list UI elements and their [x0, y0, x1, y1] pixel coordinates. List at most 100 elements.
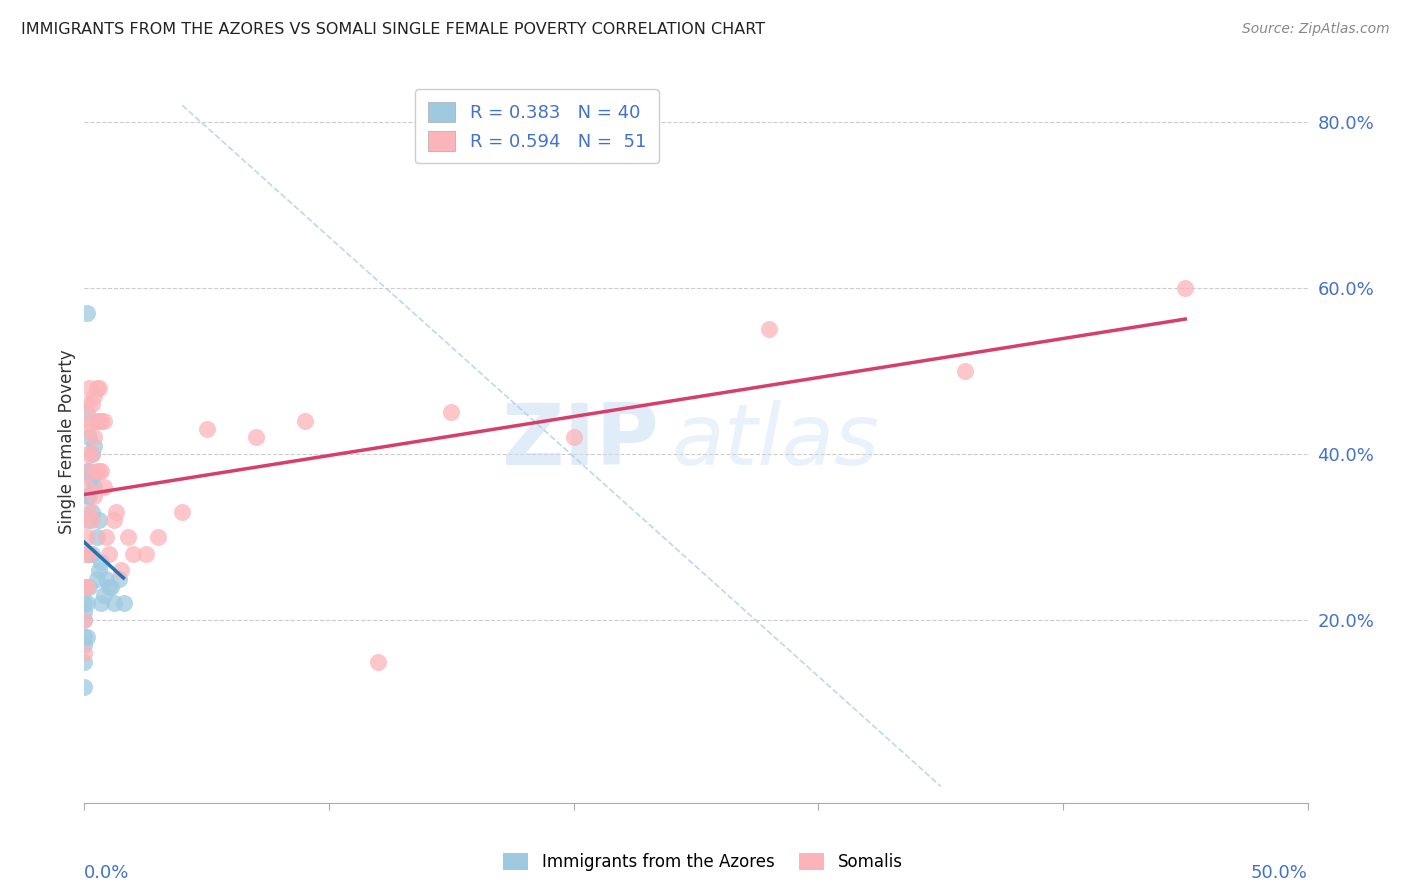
Point [73, 547, 96, 561]
Point [80, 447, 103, 461]
Point [96, 530, 118, 544]
Point [93, 480, 115, 494]
Point [87, 563, 110, 577]
Point [77, 464, 100, 478]
Point [80, 513, 103, 527]
Point [80, 547, 103, 561]
Point [367, 655, 389, 669]
Point [953, 364, 976, 378]
Point [77, 414, 100, 428]
Point [73, 613, 96, 627]
Point [76, 547, 98, 561]
Point [562, 430, 585, 444]
Point [245, 430, 267, 444]
Point [76, 397, 98, 411]
Point [90, 597, 112, 611]
Point [77, 547, 100, 561]
Point [83, 430, 105, 444]
Text: ZIP: ZIP [502, 400, 659, 483]
Legend: R = 0.383   N = 40, R = 0.594   N =  51: R = 0.383 N = 40, R = 0.594 N = 51 [415, 89, 658, 163]
Text: 50.0%: 50.0% [1251, 864, 1308, 882]
Point [172, 505, 194, 519]
Point [73, 630, 96, 644]
Point [76, 630, 98, 644]
Point [135, 547, 157, 561]
Point [103, 513, 125, 527]
Point [76, 464, 98, 478]
Point [112, 597, 135, 611]
Point [122, 547, 145, 561]
Point [90, 414, 112, 428]
Point [93, 414, 115, 428]
Point [77, 489, 100, 503]
Point [77, 464, 100, 478]
Point [77, 513, 100, 527]
Point [76, 580, 98, 594]
Text: Source: ZipAtlas.com: Source: ZipAtlas.com [1241, 22, 1389, 37]
Point [96, 572, 118, 586]
Point [76, 597, 98, 611]
Point [86, 380, 108, 394]
Point [86, 464, 108, 478]
Point [86, 530, 108, 544]
Point [76, 480, 98, 494]
Point [77, 580, 100, 594]
Point [86, 414, 108, 428]
Point [440, 405, 463, 419]
Point [73, 597, 96, 611]
Point [97, 547, 120, 561]
Point [73, 580, 96, 594]
Point [83, 480, 105, 494]
Point [83, 489, 105, 503]
Text: 0.0%: 0.0% [84, 864, 129, 882]
Point [758, 322, 780, 336]
Point [73, 580, 96, 594]
Point [80, 397, 103, 411]
Point [83, 439, 105, 453]
Point [76, 447, 98, 461]
Point [105, 505, 128, 519]
Point [83, 389, 105, 403]
Point [73, 646, 96, 660]
Point [1174, 281, 1197, 295]
Point [76, 530, 98, 544]
Point [73, 613, 96, 627]
Point [76, 489, 98, 503]
Point [77, 430, 100, 444]
Point [87, 513, 110, 527]
Point [80, 505, 103, 519]
Point [86, 572, 108, 586]
Point [73, 513, 96, 527]
Point [76, 306, 98, 320]
Y-axis label: Single Female Poverty: Single Female Poverty [58, 350, 76, 533]
Point [90, 464, 112, 478]
Point [76, 405, 98, 419]
Point [146, 530, 169, 544]
Point [73, 605, 96, 619]
Point [97, 580, 120, 594]
Point [294, 414, 316, 428]
Point [110, 563, 132, 577]
Point [117, 530, 139, 544]
Point [90, 555, 112, 569]
Point [77, 380, 100, 394]
Point [80, 472, 103, 486]
Point [87, 464, 110, 478]
Point [77, 505, 100, 519]
Legend: Immigrants from the Azores, Somalis: Immigrants from the Azores, Somalis [495, 845, 911, 880]
Point [73, 655, 96, 669]
Point [73, 638, 96, 652]
Text: IMMIGRANTS FROM THE AZORES VS SOMALI SINGLE FEMALE POVERTY CORRELATION CHART: IMMIGRANTS FROM THE AZORES VS SOMALI SIN… [21, 22, 765, 37]
Point [87, 380, 110, 394]
Point [100, 580, 122, 594]
Text: atlas: atlas [672, 400, 880, 483]
Point [195, 422, 218, 436]
Point [103, 597, 125, 611]
Point [76, 422, 98, 436]
Point [80, 447, 103, 461]
Point [87, 414, 110, 428]
Point [93, 588, 115, 602]
Point [107, 572, 129, 586]
Point [77, 547, 100, 561]
Point [73, 680, 96, 694]
